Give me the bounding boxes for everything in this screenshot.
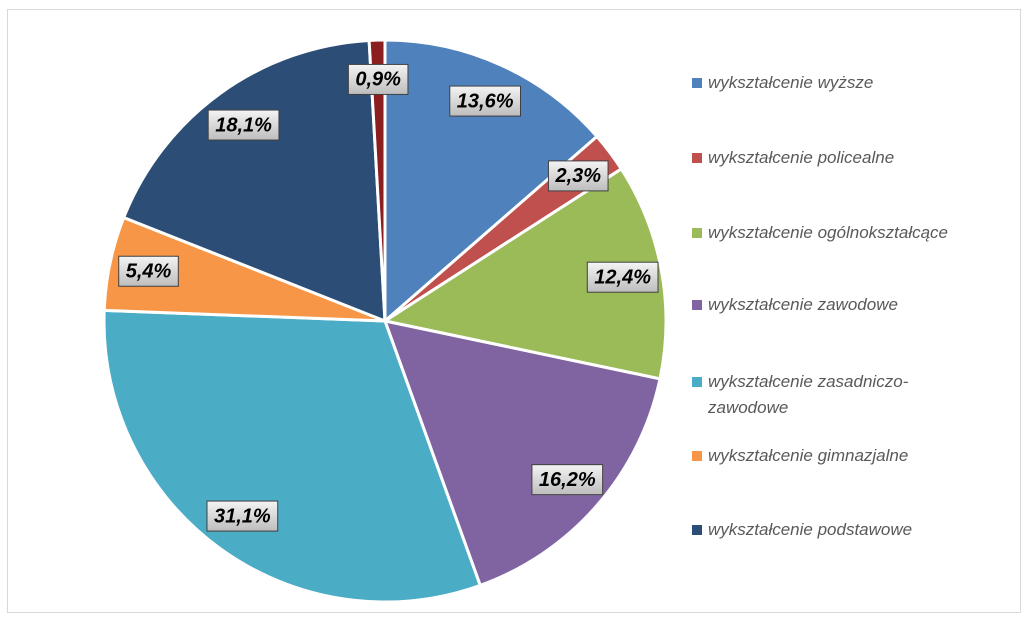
value-label-box [206,500,279,532]
value-label: 5,4% [118,255,179,287]
pie-slice [383,38,600,325]
legend-item: wykształcenie zasadniczo-zawodowe [692,369,1012,421]
legend-label: wykształcenie wyższe [708,73,874,92]
value-label-text: 13,6% [457,90,514,112]
value-label: 2,3% [547,160,609,192]
value-label: 18,1% [207,109,280,141]
value-label-text: 12,4% [594,266,651,288]
legend-swatch [692,377,702,387]
chart-frame [7,9,1021,613]
value-label: 13,6% [449,85,521,117]
legend-label: wykształcenie policealne [708,148,895,167]
pie-slice [367,38,387,322]
value-label-text: 5,4% [126,261,172,283]
pie-slice [102,308,483,604]
value-label-text: 16,2% [539,469,596,491]
value-label-box [547,160,609,192]
value-label-text: 18,1% [215,114,272,136]
legend-swatch [692,300,702,310]
legend-label: wykształcenie ogólnokształcące [708,223,949,242]
pie-slice [382,318,662,588]
value-label-box [531,464,604,496]
legend-item: wykształcenie gimnazjalne [692,443,1012,469]
legend-label: wykształcenie gimnazjalne [708,446,909,465]
value-label-text: 0,9% [355,69,401,91]
legend-swatch [692,228,702,238]
legend-swatch [692,78,702,88]
value-label-box [347,63,409,95]
legend-label: wykształcenie podstawowe [708,520,913,539]
value-label: 16,2% [531,464,604,496]
value-label-box [586,261,659,293]
pie-slice [121,38,387,324]
legend-item: wykształcenie ogólnokształcące [692,220,1012,246]
legend-swatch [692,153,702,163]
value-label-text: 31,1% [214,505,271,527]
value-label-box [118,255,179,287]
pie-slice [381,166,668,381]
value-label-text: 2,3% [554,165,601,187]
legend-item: wykształcenie podstawowe [692,517,1012,543]
value-label: 0,9% [347,63,409,95]
legend-label: wykształcenie zawodowe [708,295,898,314]
value-label-box [207,109,280,141]
legend-item: wykształcenie zawodowe [692,292,1012,318]
legend-swatch [692,451,702,461]
legend-label: wykształcenie zasadniczo-zawodowe [708,372,909,417]
legend-swatch [692,525,702,535]
legend-item: wykształcenie wyższe [692,70,1012,96]
value-label: 12,4% [586,261,659,293]
legend-item: wykształcenie policealne [692,145,1012,171]
value-label-box [449,85,521,117]
value-label: 31,1% [206,500,279,532]
